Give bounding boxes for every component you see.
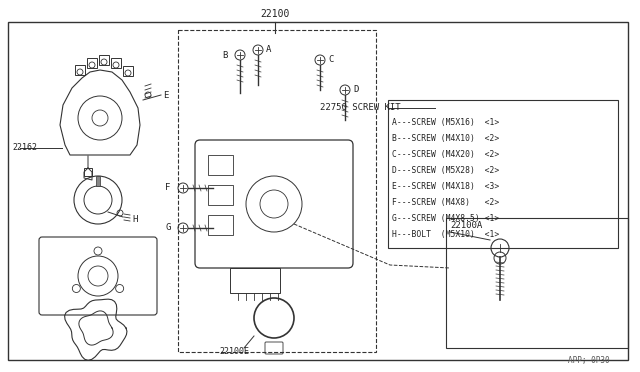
Text: H---BOLT  (M5X10)  <1>: H---BOLT (M5X10) <1> — [392, 230, 499, 238]
Text: A: A — [266, 45, 271, 55]
Bar — [388, 100, 618, 248]
Bar — [123, 66, 133, 76]
Text: H: H — [132, 215, 138, 224]
Text: D: D — [353, 86, 358, 94]
Text: G---SCREW (M4X8.5) <1>: G---SCREW (M4X8.5) <1> — [392, 214, 499, 222]
Text: C: C — [328, 55, 333, 64]
Bar — [446, 218, 628, 348]
Text: F---SCREW (M4X8)   <2>: F---SCREW (M4X8) <2> — [392, 198, 499, 206]
Text: F: F — [165, 183, 170, 192]
Bar — [208, 155, 233, 175]
Text: C---SCREW (M4X20)  <2>: C---SCREW (M4X20) <2> — [392, 150, 499, 158]
Bar — [99, 55, 109, 65]
Text: 22750 SCREW KIT: 22750 SCREW KIT — [320, 103, 401, 112]
Text: B---SCREW (M4X10)  <2>: B---SCREW (M4X10) <2> — [392, 134, 499, 142]
Bar — [208, 185, 233, 205]
Bar — [208, 215, 233, 235]
Text: G: G — [165, 224, 170, 232]
Bar — [178, 30, 376, 352]
Text: 22100E: 22100E — [219, 346, 249, 356]
Text: 22100: 22100 — [260, 9, 290, 19]
Text: E---SCREW (M4X18)  <3>: E---SCREW (M4X18) <3> — [392, 182, 499, 190]
Text: 22162: 22162 — [12, 144, 37, 153]
Bar — [111, 58, 121, 68]
Bar — [230, 268, 280, 293]
Bar — [87, 58, 97, 68]
Text: A---SCREW (M5X16)  <1>: A---SCREW (M5X16) <1> — [392, 118, 499, 126]
Text: 22100A: 22100A — [450, 221, 483, 231]
Bar — [84, 168, 92, 176]
Text: E: E — [163, 90, 168, 99]
Text: B: B — [222, 51, 227, 60]
Bar — [75, 65, 85, 75]
Text: D---SCREW (M5X28)  <2>: D---SCREW (M5X28) <2> — [392, 166, 499, 174]
Text: APP; 0P30: APP; 0P30 — [568, 356, 610, 365]
Bar — [96, 176, 100, 186]
